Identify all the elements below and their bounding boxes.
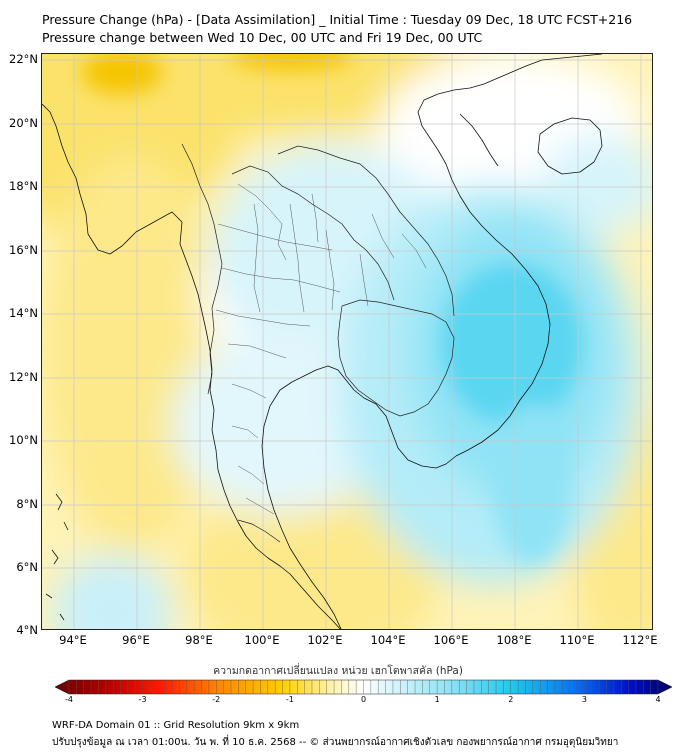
chart-subtitle: Pressure change between Wed 10 Dec, 00 U… [42,30,483,45]
colorbar-tick-label: 3 [581,695,587,704]
field-strong-rise-northwest [82,54,162,94]
field-weak-fall-hainan [542,134,652,234]
lon-label-98e: 98°E [185,633,213,647]
coastline-gulf-of-thailand [261,365,457,629]
lat-label-6n: 6°N [16,560,38,574]
lat-label-18n: 18°N [9,179,38,193]
field-strong-fall [442,264,582,424]
coastline-hainan [537,117,603,175]
colorbar-tick-label: 2 [508,695,514,704]
field-strong-rise-north [232,54,352,70]
lon-label-108e: 108°E [496,633,532,647]
field-fall-south [492,404,572,564]
colorbar-tick-label: 1 [434,695,440,704]
lon-label-100e: 100°E [244,633,280,647]
chart-title: Pressure Change (hPa) - [Data Assimilati… [42,12,633,27]
field-rise-north [72,54,472,134]
lon-label-106e: 106°E [433,633,469,647]
colorbar-tick-label: 4 [655,695,661,704]
country-borders [181,143,455,543]
border-thailand-laos [231,165,395,301]
field-weak-fall-southwest [52,554,172,629]
lat-label-16n: 16°N [9,243,38,257]
colorbar-tick-label: 0 [360,695,367,704]
colorbar-ticks [68,680,659,694]
coastline-vietnam [417,54,603,457]
graticule [42,54,652,629]
lon-label-112e: 112°E [622,633,658,647]
border-laos-vietnam [277,145,455,317]
border-cambodia [337,299,455,417]
lon-label-94e: 94°E [59,633,87,647]
lon-label-110e: 110°E [559,633,595,647]
footer-model-info: WRF-DA Domain 01 :: Grid Resolution 9km … [52,720,300,731]
province-borders [215,183,427,515]
pressure-change-map [42,54,652,629]
colorbar-tick-label: -3 [138,695,147,704]
border-myanmar-thailand [181,143,223,395]
pressure-field [42,54,652,629]
coastline-andaman-islands [51,493,69,565]
lat-label-4n: 4°N [16,623,38,637]
field-rise-south [182,484,442,629]
lat-label-14n: 14°N [9,306,38,320]
lon-label-102e: 102°E [307,633,343,647]
colorbar [54,678,673,696]
coastline-gulf-of-tonkin [459,113,499,167]
lat-label-22n: 22°N [9,52,38,66]
coastline-nicobar [45,593,65,621]
colorbar-graphic [54,679,673,695]
colorbar-tick-label: -2 [212,695,221,704]
colorbar-tick-label: -4 [65,695,73,704]
lat-label-12n: 12°N [9,370,38,384]
map-panel [41,53,653,630]
border-malaysia-thailand [237,519,281,543]
field-rise-west [42,154,222,554]
lon-label-96e: 96°E [122,633,150,647]
coastlines [42,54,603,629]
coastline-bay-of-bengal-myanmar [42,103,341,629]
lat-label-8n: 8°N [16,497,38,511]
lat-label-10n: 10°N [9,433,38,447]
field-weak-fall-gulf [172,334,392,514]
lon-label-104e: 104°E [370,633,406,647]
lat-label-20n: 20°N [9,116,38,130]
colorbar-title: ความกดอากาศเปลี่ยนแปลง หน่วย เฮกโตพาสคัล… [213,665,463,677]
footer-credit: ปรับปรุงข้อมูล ณ เวลา 01:00น. วัน พ. ที่… [52,737,619,748]
colorbar-tick-label: -1 [285,695,294,704]
